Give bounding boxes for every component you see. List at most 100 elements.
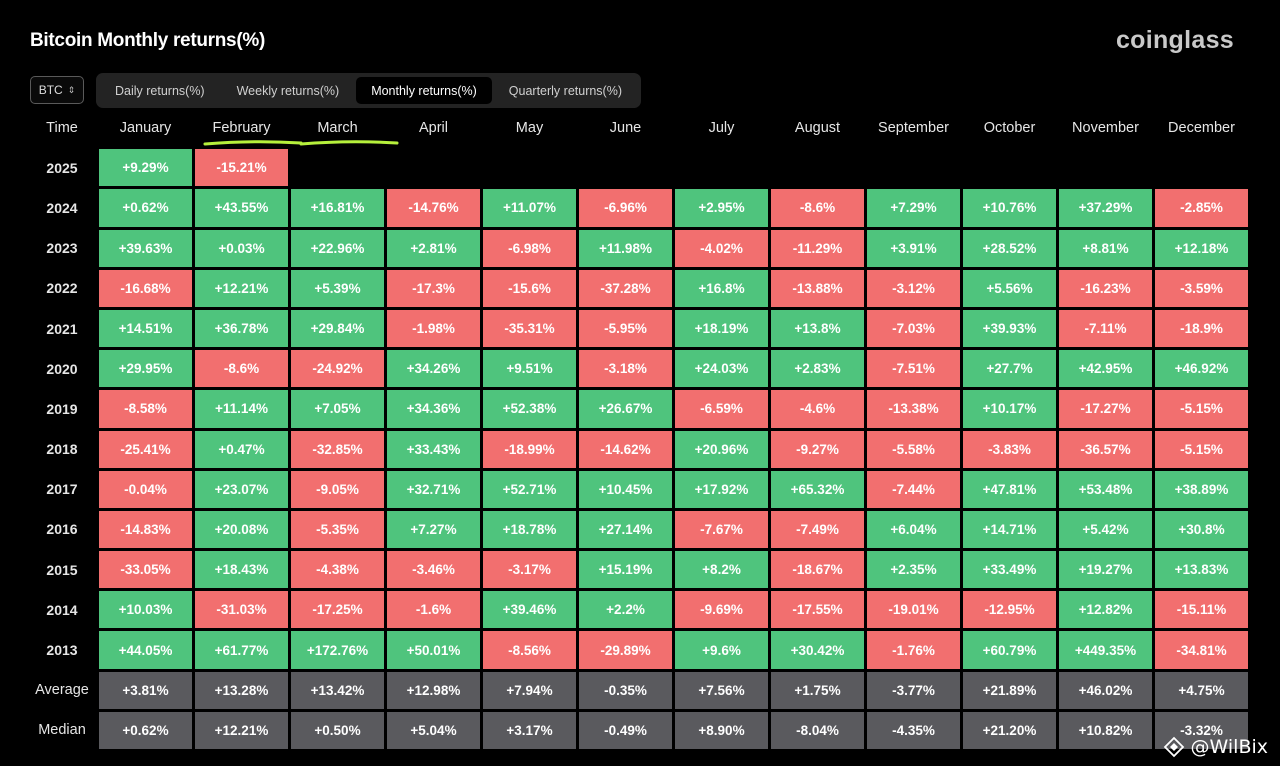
return-cell[interactable]: +7.27%: [387, 510, 480, 549]
return-cell[interactable]: +0.03%: [195, 229, 288, 267]
return-cell[interactable]: +30.42%: [771, 631, 864, 669]
return-cell[interactable]: -7.49%: [771, 510, 864, 549]
return-cell[interactable]: +32.71%: [387, 470, 480, 508]
average-cell[interactable]: +21.89%: [963, 671, 1056, 709]
return-cell[interactable]: +0.62%: [99, 189, 192, 227]
return-cell[interactable]: -17.27%: [1059, 390, 1152, 428]
return-cell[interactable]: -8.56%: [483, 631, 576, 669]
tab-daily-returns[interactable]: Daily returns(%): [115, 83, 205, 98]
return-cell[interactable]: +18.78%: [483, 510, 576, 549]
return-cell[interactable]: +23.07%: [195, 470, 288, 508]
return-cell[interactable]: -16.68%: [99, 269, 192, 307]
return-cell[interactable]: +50.01%: [387, 631, 480, 669]
return-cell[interactable]: -19.01%: [867, 591, 960, 629]
return-cell[interactable]: +18.43%: [195, 551, 288, 589]
average-cell[interactable]: +7.56%: [675, 671, 768, 709]
return-cell[interactable]: +14.51%: [99, 309, 192, 348]
return-cell[interactable]: +27.14%: [579, 510, 672, 549]
return-cell[interactable]: +2.95%: [675, 189, 768, 227]
return-cell[interactable]: -33.05%: [99, 551, 192, 589]
return-cell[interactable]: -5.95%: [579, 309, 672, 348]
average-cell[interactable]: -3.77%: [867, 671, 960, 709]
return-cell[interactable]: -4.6%: [771, 390, 864, 428]
return-cell[interactable]: +30.8%: [1155, 510, 1248, 549]
return-cell[interactable]: +8.2%: [675, 551, 768, 589]
return-cell[interactable]: +28.52%: [963, 229, 1056, 267]
return-cell[interactable]: +20.96%: [675, 430, 768, 468]
return-cell[interactable]: -24.92%: [291, 350, 384, 388]
return-cell[interactable]: +6.04%: [867, 510, 960, 549]
median-cell[interactable]: +0.62%: [99, 711, 192, 749]
average-cell[interactable]: +13.28%: [195, 671, 288, 709]
return-cell[interactable]: -1.98%: [387, 309, 480, 348]
return-cell[interactable]: +3.91%: [867, 229, 960, 267]
return-cell[interactable]: +46.92%: [1155, 350, 1248, 388]
return-cell[interactable]: -4.02%: [675, 229, 768, 267]
return-cell[interactable]: +5.39%: [291, 269, 384, 307]
return-cell[interactable]: +11.07%: [483, 189, 576, 227]
return-cell[interactable]: -8.6%: [195, 350, 288, 388]
return-cell[interactable]: +2.83%: [771, 350, 864, 388]
return-cell[interactable]: +61.77%: [195, 631, 288, 669]
return-cell[interactable]: +2.81%: [387, 229, 480, 267]
asset-selector[interactable]: BTC ⇕: [30, 76, 84, 104]
median-cell[interactable]: -8.04%: [771, 711, 864, 749]
return-cell[interactable]: -4.38%: [291, 551, 384, 589]
return-cell[interactable]: -37.28%: [579, 269, 672, 307]
median-cell[interactable]: +5.04%: [387, 711, 480, 749]
return-cell[interactable]: +17.92%: [675, 470, 768, 508]
return-cell[interactable]: +14.71%: [963, 510, 1056, 549]
return-cell[interactable]: +13.8%: [771, 309, 864, 348]
return-cell[interactable]: +39.46%: [483, 591, 576, 629]
return-cell[interactable]: -6.98%: [483, 229, 576, 267]
return-cell[interactable]: +24.03%: [675, 350, 768, 388]
return-cell[interactable]: +18.19%: [675, 309, 768, 348]
return-cell[interactable]: +449.35%: [1059, 631, 1152, 669]
return-cell[interactable]: -6.59%: [675, 390, 768, 428]
return-cell[interactable]: -2.85%: [1155, 189, 1248, 227]
return-cell[interactable]: +47.81%: [963, 470, 1056, 508]
return-cell[interactable]: +12.18%: [1155, 229, 1248, 267]
return-cell[interactable]: -18.9%: [1155, 309, 1248, 348]
return-cell[interactable]: -7.51%: [867, 350, 960, 388]
return-cell[interactable]: +34.36%: [387, 390, 480, 428]
return-cell[interactable]: -36.57%: [1059, 430, 1152, 468]
return-cell[interactable]: -6.96%: [579, 189, 672, 227]
return-cell[interactable]: +44.05%: [99, 631, 192, 669]
return-cell[interactable]: -5.15%: [1155, 430, 1248, 468]
return-cell[interactable]: +33.49%: [963, 551, 1056, 589]
return-cell[interactable]: -9.69%: [675, 591, 768, 629]
return-cell[interactable]: -35.31%: [483, 309, 576, 348]
return-cell[interactable]: -15.21%: [195, 149, 288, 187]
return-cell[interactable]: -29.89%: [579, 631, 672, 669]
median-cell[interactable]: +12.21%: [195, 711, 288, 749]
return-cell[interactable]: +9.6%: [675, 631, 768, 669]
return-cell[interactable]: -18.99%: [483, 430, 576, 468]
return-cell[interactable]: +20.08%: [195, 510, 288, 549]
return-cell[interactable]: +29.95%: [99, 350, 192, 388]
average-cell[interactable]: +46.02%: [1059, 671, 1152, 709]
return-cell[interactable]: +36.78%: [195, 309, 288, 348]
average-cell[interactable]: +7.94%: [483, 671, 576, 709]
median-cell[interactable]: +10.82%: [1059, 711, 1152, 749]
return-cell[interactable]: -3.12%: [867, 269, 960, 307]
return-cell[interactable]: +27.7%: [963, 350, 1056, 388]
return-cell[interactable]: -31.03%: [195, 591, 288, 629]
return-cell[interactable]: -3.17%: [483, 551, 576, 589]
return-cell[interactable]: -32.85%: [291, 430, 384, 468]
return-cell[interactable]: +34.26%: [387, 350, 480, 388]
median-cell[interactable]: -4.35%: [867, 711, 960, 749]
return-cell[interactable]: +5.42%: [1059, 510, 1152, 549]
return-cell[interactable]: -15.11%: [1155, 591, 1248, 629]
average-cell[interactable]: +3.81%: [99, 671, 192, 709]
return-cell[interactable]: -11.29%: [771, 229, 864, 267]
return-cell[interactable]: +52.38%: [483, 390, 576, 428]
return-cell[interactable]: +9.29%: [99, 149, 192, 187]
return-cell[interactable]: -3.18%: [579, 350, 672, 388]
return-cell[interactable]: -9.05%: [291, 470, 384, 508]
return-cell[interactable]: -34.81%: [1155, 631, 1248, 669]
return-cell[interactable]: -13.88%: [771, 269, 864, 307]
median-cell[interactable]: +8.90%: [675, 711, 768, 749]
return-cell[interactable]: +11.98%: [579, 229, 672, 267]
median-cell[interactable]: +3.17%: [483, 711, 576, 749]
